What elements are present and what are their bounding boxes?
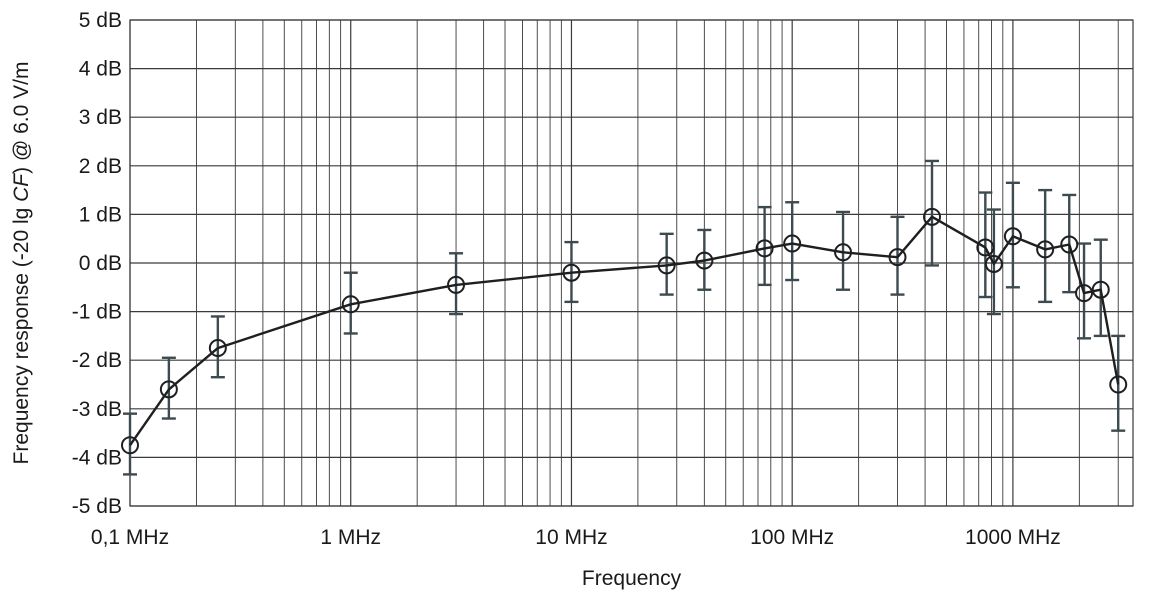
data-point-marker	[888, 248, 907, 267]
y-axis-title-part-3: ) @ 6.0 V/m	[10, 62, 33, 174]
response-line	[129, 215, 1120, 446]
y-axis-title-part-1: Frequency response (-20 lg	[10, 202, 33, 465]
y-tick-label: 1 dB	[79, 203, 122, 226]
error-bar	[1093, 238, 1108, 338]
y-axis-tick-labels: 5 dB 4 dB 3 dB 2 dB 1 dB 0 dB -1 dB -2 dB -3 dB -…	[72, 9, 122, 518]
y-tick-label: 5 dB	[79, 9, 122, 32]
data-point-marker	[562, 263, 581, 282]
x-axis-title: Frequency	[582, 567, 682, 590]
y-axis-title-cf: CF	[10, 173, 33, 202]
error-bar	[785, 201, 800, 282]
error-bar	[757, 205, 772, 287]
data-point-marker	[923, 207, 942, 226]
error-bars	[123, 159, 1126, 476]
error-bar	[978, 191, 993, 299]
grid-lines	[129, 19, 1133, 507]
data-point-marker	[984, 254, 1003, 273]
y-tick-label: -4 dB	[72, 446, 122, 469]
error-bar	[925, 159, 940, 267]
x-tick-label: 0,1 MHz	[91, 526, 169, 549]
error-bar	[1005, 181, 1020, 289]
data-point-marker	[783, 234, 802, 253]
data-point-marker	[1060, 235, 1079, 254]
data-point-marker	[121, 436, 139, 455]
data-point-marker	[1003, 227, 1022, 246]
y-tick-label: -2 dB	[72, 349, 122, 372]
x-axis-tick-labels: 0,1 MHz 1 MHz 10 MHz 100 MHz 1000 MHz	[91, 526, 1061, 549]
data-point-marker	[208, 339, 227, 358]
x-tick-label: 10 MHz	[535, 526, 607, 549]
data-point-marker	[755, 239, 774, 258]
x-tick-label: 1 MHz	[320, 526, 381, 549]
y-tick-label: -1 dB	[72, 301, 122, 324]
y-tick-label: 0 dB	[79, 252, 122, 275]
error-bar	[1038, 188, 1053, 304]
data-point-marker	[1036, 240, 1055, 259]
data-point-marker	[834, 243, 853, 262]
data-point-marker	[341, 295, 360, 314]
data-point-marker	[159, 380, 178, 399]
error-bar	[449, 252, 464, 316]
y-tick-label: 2 dB	[79, 155, 122, 178]
data-point-marker	[695, 251, 714, 270]
y-tick-label: -5 dB	[72, 495, 122, 518]
y-tick-label: 3 dB	[79, 106, 122, 129]
x-tick-label: 1000 MHz	[965, 526, 1061, 549]
data-point-marker	[1091, 280, 1110, 299]
plot-area	[129, 19, 1134, 507]
data-point-marker	[447, 275, 466, 294]
x-tick-label: 100 MHz	[750, 526, 834, 549]
data-point-marker	[1109, 375, 1128, 394]
data-point-marker	[976, 238, 995, 257]
data-point-marker	[1075, 284, 1094, 303]
series-line	[129, 215, 1120, 446]
data-point-marker	[657, 256, 676, 275]
y-tick-label: -3 dB	[72, 398, 122, 421]
y-tick-label: 4 dB	[79, 58, 122, 81]
data-markers	[121, 207, 1128, 455]
error-bar	[836, 210, 851, 291]
y-axis-title: Frequency response (-20 lg CF) @ 6.0 V/m	[10, 62, 33, 465]
